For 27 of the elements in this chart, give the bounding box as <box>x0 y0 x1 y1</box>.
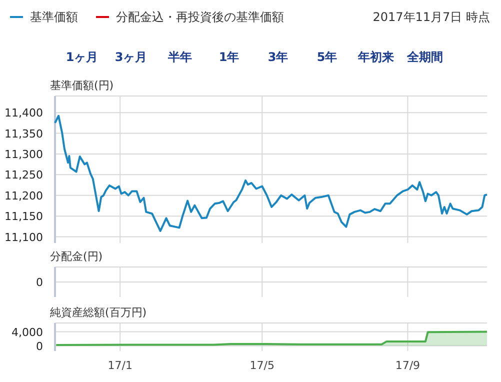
y-tick-label: 11,250 <box>4 168 43 182</box>
text: 5年 <box>316 50 338 64</box>
text: 分配金(円) <box>50 250 103 263</box>
y-axis-title: 基準価額(円) <box>50 79 114 92</box>
text: 3年 <box>268 50 288 64</box>
y-tick-label: 11,150 <box>4 210 43 224</box>
y-tick-label: 11,350 <box>4 127 43 140</box>
x-tick-label: 17/9 <box>395 359 420 372</box>
legend-label: 基準価額 <box>30 10 78 24</box>
chart-subtitle: 2017年11月7日 時点 <box>372 10 490 24</box>
x-tick-label: 17/5 <box>250 359 274 372</box>
y-tick-label: 4,000 <box>12 326 43 339</box>
y-tick-label: 0 <box>36 340 43 353</box>
legend-label: 分配金込・再投資後の基準価額 <box>116 10 284 24</box>
y-tick-label: 11,400 <box>4 106 43 120</box>
y-tick-label: 11,200 <box>4 189 43 202</box>
text: 半年 <box>167 50 192 64</box>
text: 1年 <box>218 50 240 64</box>
line-series <box>54 114 488 232</box>
text: 全期間 <box>406 50 443 64</box>
y-axis-title: 純資産総額(百万円) <box>50 306 147 319</box>
x-tick-label: 17/1 <box>108 359 132 372</box>
y-tick-label: 11,300 <box>4 148 43 161</box>
text: 1ヶ月 <box>66 50 98 64</box>
text: 年初来 <box>357 50 394 64</box>
y-tick-label: 11,100 <box>4 230 43 244</box>
text: 3ヶ月 <box>114 50 148 64</box>
